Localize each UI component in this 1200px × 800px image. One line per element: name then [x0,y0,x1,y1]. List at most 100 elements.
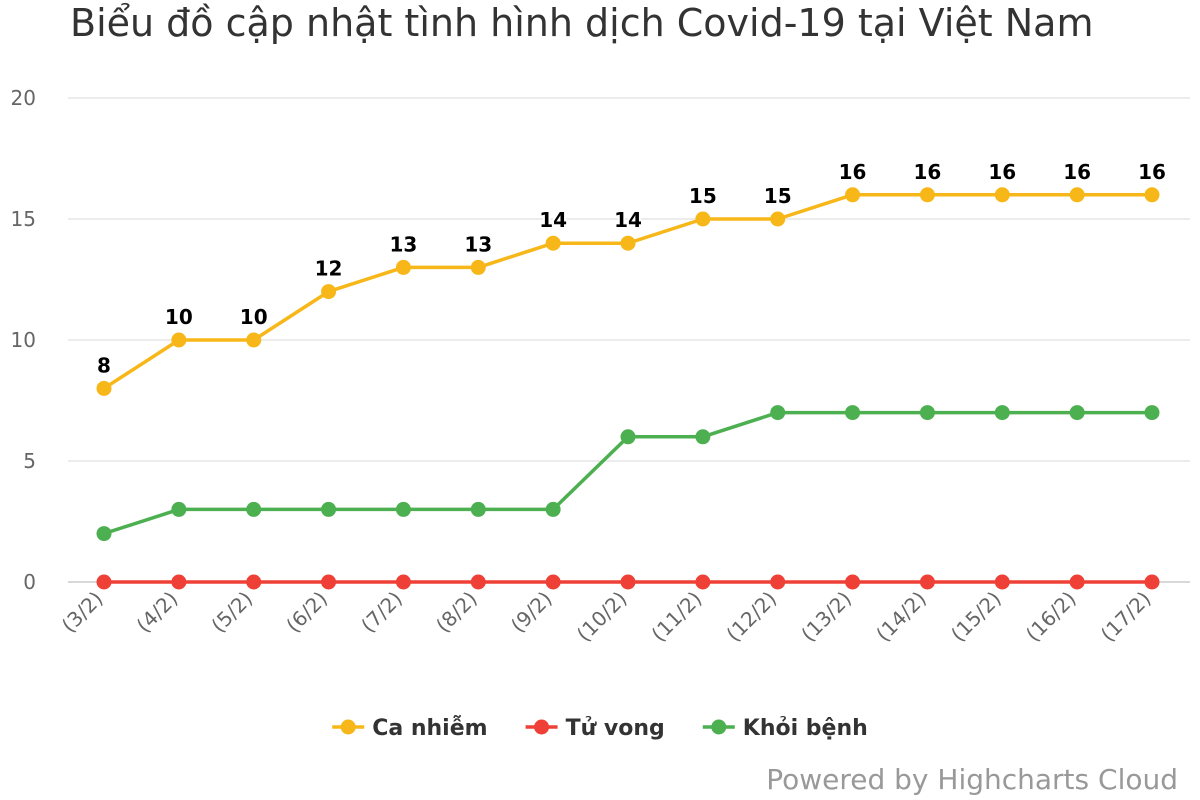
chart-title: Biểu đồ cập nhật tình hình dịch Covid-19… [70,1,1093,45]
y-axis: 0 5 10 15 20 [11,86,36,594]
series-2[interactable] [96,405,1160,542]
y-tick-label: 15 [11,207,36,231]
x-tick-label: (12/2) [721,587,781,647]
series-2-point[interactable] [96,526,112,542]
x-tick-label: (10/2) [572,587,632,647]
series-0-point[interactable] [545,235,561,251]
x-tick-label: (9/2) [506,587,557,638]
series-1-point[interactable] [246,574,262,590]
x-tick-label: (15/2) [946,587,1006,647]
series-2-point[interactable] [470,501,486,517]
data-label: 12 [315,257,343,281]
series-1-point[interactable] [1144,574,1160,590]
series-1-point[interactable] [395,574,411,590]
x-tick-label: (17/2) [1096,587,1156,647]
series-2-point[interactable] [620,429,636,445]
series-2-point[interactable] [919,405,935,421]
series-2-point[interactable] [395,501,411,517]
series-2-point[interactable] [1144,405,1160,421]
series-0-point[interactable] [171,332,187,348]
series-2-point[interactable] [171,501,187,517]
x-tick-label: (16/2) [1021,587,1081,647]
data-labels: 8 10 10 12 13 13 14 14 15 15 16 16 16 16 16 [95,158,1168,380]
data-label: 13 [464,232,492,256]
legend-item-2[interactable]: Khỏi bệnh [702,716,868,741]
series-0-point[interactable] [695,211,711,227]
data-label: 16 [1063,160,1091,184]
y-tick-label: 5 [23,449,36,473]
y-tick-label: 0 [23,570,36,594]
series-0-point[interactable] [246,332,262,348]
x-tick-label: (14/2) [871,587,931,647]
credits-text[interactable]: Powered by Highcharts Cloud [766,763,1178,796]
series-1-point[interactable] [994,574,1010,590]
series-0-point[interactable] [919,187,935,203]
series-1-point[interactable] [695,574,711,590]
series-0-point[interactable] [96,380,112,396]
x-tick-label: (13/2) [796,587,856,647]
data-label: 16 [1138,160,1166,184]
x-tick-label: (4/2) [132,587,183,638]
legend-symbol-marker [711,719,727,735]
data-label: 14 [539,208,567,232]
series-1-point[interactable] [919,574,935,590]
series-0[interactable] [96,187,1160,396]
series-1-point[interactable] [770,574,786,590]
y-tick-label: 20 [11,86,36,110]
x-tick-label: (11/2) [647,587,707,647]
data-label: 10 [240,305,268,329]
series-1-point[interactable] [845,574,861,590]
legend-label: Tử vong [566,716,665,741]
x-axis: (3/2) (4/2) (5/2) (6/2) (7/2) (8/2) (9/2) (10/2… [57,587,1156,647]
series-2-point[interactable] [845,405,861,421]
series-1[interactable] [96,574,1160,590]
series-0-point[interactable] [470,259,486,275]
data-label: 8 [97,353,111,377]
data-label: 13 [390,232,418,256]
series-0-point[interactable] [1069,187,1085,203]
data-label: 16 [839,160,867,184]
series-1-point[interactable] [321,574,337,590]
series-1-point[interactable] [545,574,561,590]
data-label: 16 [988,160,1016,184]
legend-item-1[interactable]: Tử vong [525,716,665,741]
series-1-point[interactable] [1069,574,1085,590]
series-0-point[interactable] [845,187,861,203]
series-1-point[interactable] [171,574,187,590]
series-1-point[interactable] [96,574,112,590]
x-tick-label: (6/2) [281,587,332,638]
legend-label: Khỏi bệnh [743,716,868,741]
series-2-point[interactable] [1069,405,1085,421]
series-0-point[interactable] [770,211,786,227]
data-label: 10 [165,305,193,329]
series-0-point[interactable] [1144,187,1160,203]
series-0-point[interactable] [620,235,636,251]
series-1-point[interactable] [620,574,636,590]
series-2-point[interactable] [695,429,711,445]
series-2-point[interactable] [246,501,262,517]
x-tick-label: (5/2) [206,587,257,638]
series-2-point[interactable] [321,501,337,517]
series-0-point[interactable] [395,259,411,275]
series-1-point[interactable] [470,574,486,590]
legend-label: Ca nhiễm [372,716,487,741]
legend-item-0[interactable]: Ca nhiễm [332,716,488,741]
data-label: 16 [914,160,942,184]
legend[interactable]: Ca nhiễm Tử vong Khỏi bệnh [332,716,868,741]
series-2-point[interactable] [770,405,786,421]
x-tick-label: (8/2) [431,587,482,638]
legend-symbol-marker [534,719,550,735]
series-2-point[interactable] [545,501,561,517]
series-2-point[interactable] [994,405,1010,421]
series-0-point[interactable] [994,187,1010,203]
data-label: 15 [689,184,717,208]
series-layer [96,187,1160,590]
data-label: 15 [764,184,792,208]
legend-symbol-marker [340,719,356,735]
y-tick-label: 10 [11,328,36,352]
x-tick-label: (3/2) [57,587,108,638]
data-label: 14 [614,208,642,232]
series-0-point[interactable] [321,284,337,300]
